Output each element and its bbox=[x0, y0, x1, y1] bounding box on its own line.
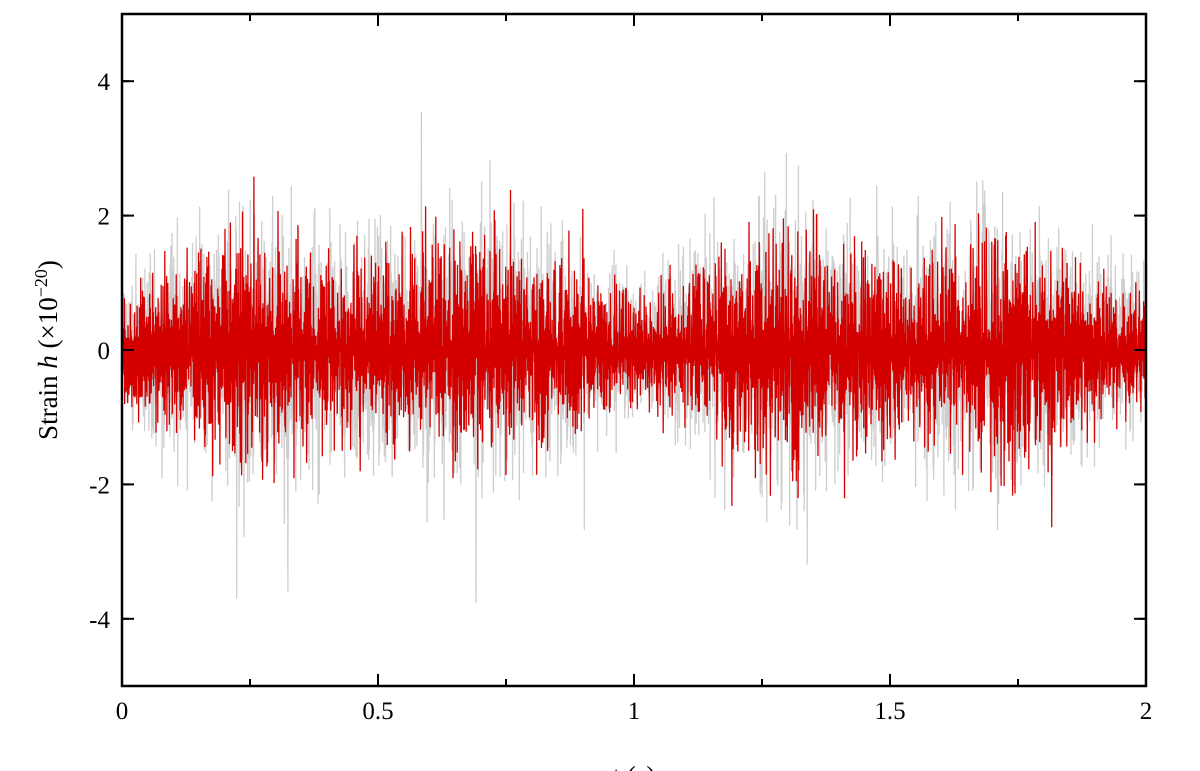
ticks-layer: 0 0.5 1 1.5 2 -4 -2 0 2 4 bbox=[89, 14, 1152, 725]
x-tick-label: 0 bbox=[116, 698, 129, 725]
series-layer bbox=[122, 111, 1146, 603]
y-tick-label: -2 bbox=[89, 472, 110, 499]
x-tick-label: 2 bbox=[1140, 698, 1153, 725]
x-tick-label: 1 bbox=[628, 698, 641, 725]
x-axis-title: t (s) bbox=[613, 761, 656, 771]
y-tick-label: -4 bbox=[89, 607, 110, 634]
x-tick-label: 1.5 bbox=[874, 698, 905, 725]
y-tick-label: 4 bbox=[98, 69, 111, 96]
series-red-signal-line bbox=[122, 176, 1146, 528]
y-tick-label: 0 bbox=[98, 338, 111, 365]
x-tick-label: 0.5 bbox=[362, 698, 393, 725]
y-tick-label: 2 bbox=[98, 204, 111, 231]
y-axis-title: Strain h (×10−20) bbox=[31, 260, 63, 440]
